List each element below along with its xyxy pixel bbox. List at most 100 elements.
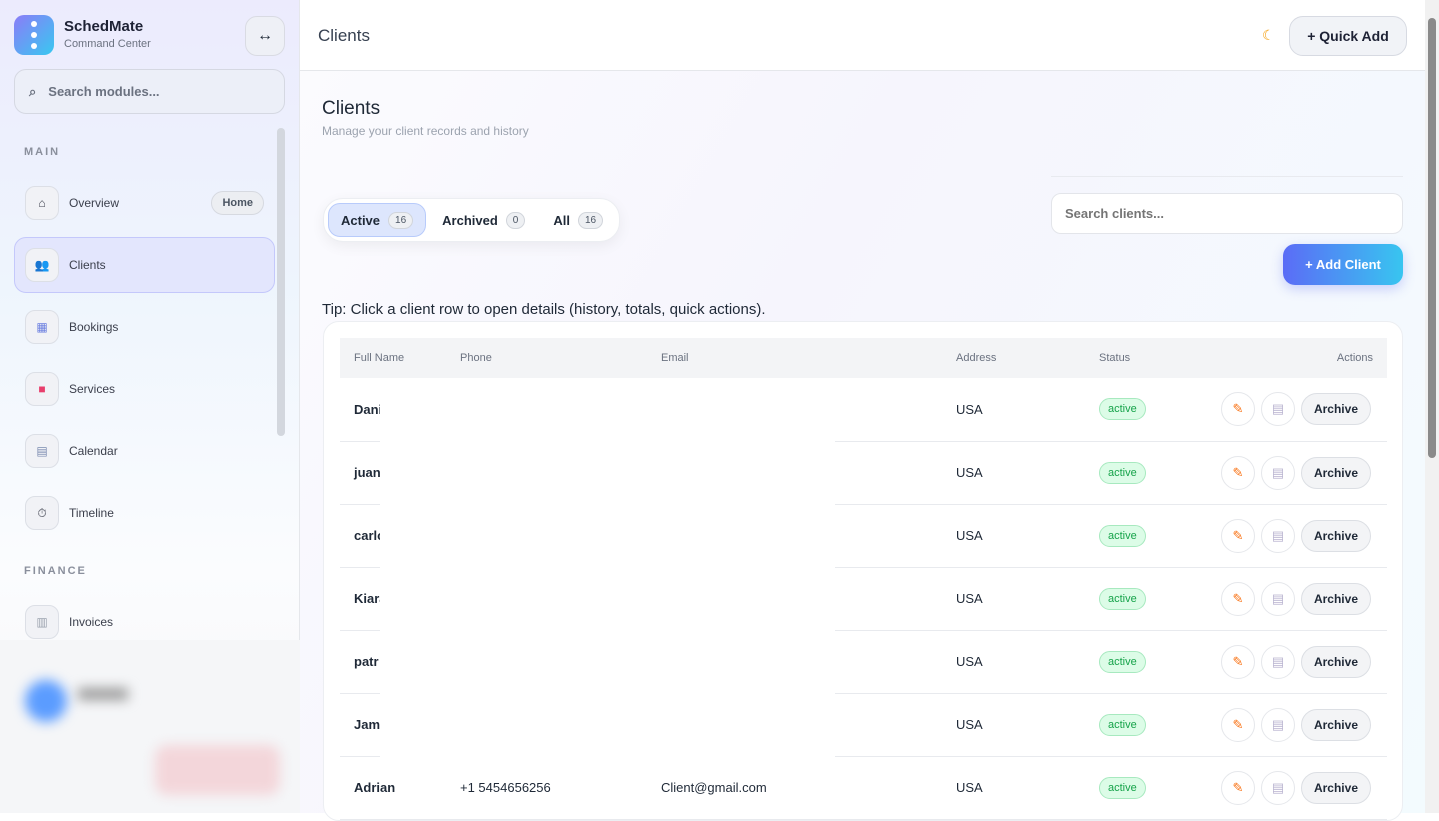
col-actions: Actions — [1195, 338, 1387, 378]
users-icon: 👥 — [25, 248, 59, 282]
archive-button[interactable]: Archive — [1300, 456, 1371, 489]
page-subtitle: Manage your client records and history — [322, 124, 529, 138]
home-icon: ⌂ — [25, 186, 59, 220]
app-subtitle: Command Center — [64, 38, 151, 50]
archive-button[interactable]: Archive — [1300, 393, 1371, 426]
status-badge: active — [1099, 713, 1146, 736]
receipt-icon: ▥ — [25, 605, 59, 639]
sidebar-scrollbar[interactable] — [277, 128, 285, 436]
tab-archived[interactable]: Archived 0 — [430, 203, 537, 237]
topbar-title: Clients — [318, 26, 370, 45]
table-row[interactable]: Adrian +1 5454656256 Client@gmail.com US… — [340, 756, 1387, 820]
search-icon: ⌕ — [29, 83, 37, 99]
col-full-name: Full Name — [340, 338, 446, 378]
status-badge: active — [1099, 398, 1146, 421]
pencil-icon: ✎ — [1232, 716, 1244, 732]
add-client-button[interactable]: + Add Client — [1283, 244, 1403, 285]
col-email: Email — [647, 338, 942, 378]
search-clients-input[interactable] — [1051, 193, 1403, 234]
edit-button[interactable]: ✎ — [1220, 644, 1255, 679]
table-header: Full Name Phone Email Address Status Act… — [340, 338, 1387, 378]
status-badge: active — [1099, 587, 1146, 610]
receipt-icon: ▤ — [1271, 716, 1285, 732]
client-address: USA — [942, 441, 1085, 505]
invoice-button[interactable]: ▤ — [1260, 518, 1295, 553]
client-email: Client@gmail.com — [647, 756, 942, 820]
client-address: USA — [942, 378, 1085, 442]
receipt-icon: ▤ — [1271, 401, 1285, 417]
status-badge: active — [1099, 461, 1146, 484]
home-badge: Home — [211, 191, 264, 215]
archive-button[interactable]: Archive — [1300, 519, 1371, 552]
edit-button[interactable]: ✎ — [1220, 392, 1255, 427]
pencil-icon: ✎ — [1232, 779, 1244, 795]
edit-button[interactable]: ✎ — [1220, 455, 1255, 490]
page-scrollbar[interactable] — [1425, 0, 1439, 813]
sidebar-item-timeline[interactable]: ⏱ Timeline — [14, 485, 275, 541]
calendar-icon: ▤ — [25, 434, 59, 468]
stopwatch-icon: ⏱ — [25, 496, 59, 530]
client-name: Adrian — [340, 756, 446, 820]
sidebar-item-bookings[interactable]: ▦ Bookings — [14, 299, 275, 355]
quick-add-button[interactable]: + Quick Add — [1289, 16, 1407, 56]
invoice-button[interactable]: ▤ — [1260, 770, 1295, 805]
edit-button[interactable]: ✎ — [1220, 581, 1255, 616]
count-badge: 16 — [577, 211, 604, 229]
archive-button[interactable]: Archive — [1300, 582, 1371, 615]
tab-all[interactable]: All 16 — [541, 203, 615, 237]
module-search-input[interactable]: ⌕ Search modules... — [14, 69, 285, 114]
archive-button[interactable]: Archive — [1300, 645, 1371, 678]
logout-button-blurred — [155, 745, 280, 795]
invoice-button[interactable]: ▤ — [1260, 581, 1295, 616]
receipt-icon: ▤ — [1271, 464, 1285, 480]
archive-button[interactable]: Archive — [1300, 708, 1371, 741]
tab-active[interactable]: Active 16 — [328, 203, 427, 237]
archive-button[interactable]: Archive — [1300, 771, 1371, 804]
pencil-icon: ✎ — [1232, 653, 1244, 669]
edit-button[interactable]: ✎ — [1220, 707, 1255, 742]
pencil-icon: ✎ — [1232, 590, 1244, 606]
client-address: USA — [942, 693, 1085, 757]
invoice-button[interactable]: ▤ — [1260, 392, 1295, 427]
app-name: SchedMate — [64, 18, 144, 35]
status-badge: active — [1099, 524, 1146, 547]
invoice-button[interactable]: ▤ — [1260, 644, 1295, 679]
count-badge: 0 — [505, 211, 526, 229]
sidebar-item-overview[interactable]: ⌂ Overview Home — [14, 175, 275, 231]
col-phone: Phone — [446, 338, 647, 378]
client-address: USA — [942, 630, 1085, 694]
receipt-icon: ▤ — [1271, 590, 1285, 606]
edit-button[interactable]: ✎ — [1220, 770, 1255, 805]
sidebar-item-calendar[interactable]: ▤ Calendar — [14, 423, 275, 479]
calendar-grid-icon: ▦ — [25, 310, 59, 344]
client-address: USA — [942, 504, 1085, 568]
pencil-icon: ✎ — [1232, 527, 1244, 543]
top-bar: Clients ☾ + Quick Add — [300, 0, 1425, 71]
divider — [1051, 176, 1403, 177]
tip-text: Tip: Click a client row to open details … — [322, 301, 766, 318]
section-finance: FINANCE — [24, 565, 87, 577]
sidebar-item-clients[interactable]: 👥 Clients — [14, 237, 275, 293]
edit-button[interactable]: ✎ — [1220, 518, 1255, 553]
receipt-icon: ▤ — [1271, 779, 1285, 795]
redaction-overlay — [380, 378, 835, 762]
status-tabs: Active 16 Archived 0 All 16 — [323, 198, 621, 242]
receipt-icon: ▤ — [1271, 653, 1285, 669]
moon-icon[interactable]: ☾ — [1262, 27, 1275, 43]
section-main: MAIN — [24, 146, 61, 158]
collapse-sidebar-button[interactable]: ↔ — [245, 16, 285, 56]
briefcase-icon: ■ — [25, 372, 59, 406]
sidebar-item-invoices[interactable]: ▥ Invoices — [14, 594, 275, 650]
sidebar-item-services[interactable]: ■ Services — [14, 361, 275, 417]
client-address: USA — [942, 567, 1085, 631]
col-status: Status — [1085, 338, 1195, 378]
avatar — [25, 680, 67, 722]
status-badge: active — [1099, 776, 1146, 799]
client-address: USA — [942, 756, 1085, 820]
page-title: Clients — [322, 98, 381, 119]
invoice-button[interactable]: ▤ — [1260, 707, 1295, 742]
user-panel-blurred — [0, 640, 330, 813]
receipt-icon: ▤ — [1271, 527, 1285, 543]
count-badge: 16 — [388, 211, 414, 229]
invoice-button[interactable]: ▤ — [1260, 455, 1295, 490]
